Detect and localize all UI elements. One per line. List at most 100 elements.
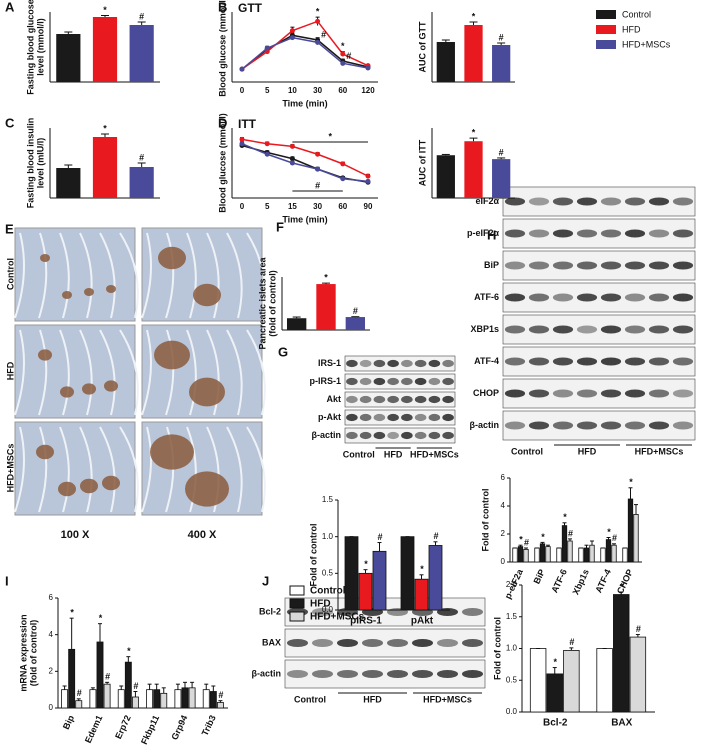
bar <box>400 536 415 611</box>
legend-swatch <box>289 598 305 609</box>
x-tick-label: pIRS-1 <box>350 616 382 627</box>
blot-band <box>401 359 413 368</box>
significance-mark: # <box>218 690 223 700</box>
significance-mark: * <box>103 5 107 15</box>
legend-label: HFD <box>622 24 641 34</box>
blot-band <box>336 670 359 678</box>
tissue-vessel <box>59 232 70 319</box>
blot-label: p-Akt <box>318 412 341 422</box>
blot-band <box>436 670 459 678</box>
x-tick-label: Edem1 <box>83 714 105 745</box>
blot-band <box>552 357 574 366</box>
islet <box>82 383 96 395</box>
blot-band <box>346 377 358 386</box>
y-tick-label: 6 <box>49 593 54 602</box>
blot-band <box>387 413 399 422</box>
point <box>289 28 295 34</box>
bar <box>622 547 628 563</box>
blot-band <box>286 639 309 647</box>
blot-band <box>552 325 574 334</box>
blot-band <box>624 197 646 206</box>
panel-letter: A <box>5 0 15 14</box>
tissue-vessel <box>14 232 25 319</box>
blot-band <box>648 229 670 238</box>
significance-mark: # <box>568 528 573 538</box>
blot-band <box>672 389 694 398</box>
legend-label: HFD+MSCs <box>622 39 671 49</box>
blot-label: BAX <box>262 637 281 647</box>
blot-strip <box>502 218 696 249</box>
blot-band <box>600 261 622 270</box>
tissue-vessel <box>99 232 116 319</box>
bar <box>286 318 307 330</box>
blot-label: p-IRS-1 <box>310 376 342 386</box>
bar <box>96 641 104 709</box>
islet <box>185 471 229 507</box>
point <box>239 141 245 147</box>
bar <box>517 546 524 563</box>
blot-band <box>373 377 386 386</box>
bar <box>103 683 111 709</box>
significance-mark: * <box>364 559 368 569</box>
significance-mark: * <box>472 11 476 21</box>
group-label: HFD+MSCs <box>410 449 459 459</box>
bar <box>512 547 518 563</box>
tissue-vessel <box>119 232 139 319</box>
blot-band <box>311 670 334 678</box>
blot-band <box>672 293 694 302</box>
group-label: HFD <box>363 694 382 704</box>
blot-band <box>428 431 441 440</box>
blot-band <box>672 357 694 366</box>
blot-band <box>504 357 526 366</box>
y-axis-label: (fold of control) <box>267 270 277 336</box>
blot-band <box>359 395 372 404</box>
blot-label: ATF-6 <box>474 292 499 302</box>
blot-band <box>442 431 454 440</box>
blot-band <box>461 639 484 647</box>
panel-letter: E <box>5 221 14 236</box>
significance-mark: * <box>70 608 74 618</box>
bar <box>600 547 606 563</box>
line <box>241 36 369 70</box>
y-tick-label: 1.5 <box>506 612 518 621</box>
bar <box>546 673 563 713</box>
point <box>365 173 371 179</box>
column-label: 400 X <box>188 529 217 541</box>
tissue-vessel <box>165 232 175 319</box>
y-tick-label: 2 <box>501 529 506 538</box>
significance-mark: * <box>420 564 424 574</box>
blot-band <box>414 377 427 386</box>
bar <box>209 691 217 709</box>
blot-band <box>600 389 622 398</box>
blot-band <box>359 413 372 422</box>
bar <box>129 25 154 82</box>
panel-letter: B <box>218 0 227 14</box>
tissue-image <box>14 421 136 516</box>
significance-mark: # <box>346 51 351 61</box>
x-tick-label: Fkbp11 <box>139 714 161 746</box>
blot-band <box>504 293 526 302</box>
tissue-vessel <box>246 426 266 513</box>
bar <box>605 539 612 563</box>
tissue-vessel <box>226 232 243 319</box>
bar <box>436 42 455 82</box>
blot-band <box>576 229 598 238</box>
blot-label: XBP1s <box>470 324 499 334</box>
tissue-vessel <box>246 329 266 416</box>
group-label: Control <box>511 446 543 456</box>
legend-label: HFD <box>310 599 331 610</box>
y-tick-label: 6 <box>501 473 506 482</box>
significance-mark: * <box>629 477 633 487</box>
x-tick-label: Bip <box>61 713 76 731</box>
bar <box>596 648 613 713</box>
blot-band <box>346 431 358 440</box>
group-label: Control <box>294 694 326 704</box>
tissue-vessel <box>226 329 243 416</box>
bar <box>556 547 562 563</box>
y-axis-label: Blood glucose (mmol/l) <box>217 0 227 97</box>
significance-mark: * <box>541 532 545 542</box>
bar <box>464 25 483 82</box>
blot-label: BiP <box>484 260 499 270</box>
blot-strip <box>344 373 456 390</box>
y-axis-label: AUC of GTT <box>417 21 427 72</box>
